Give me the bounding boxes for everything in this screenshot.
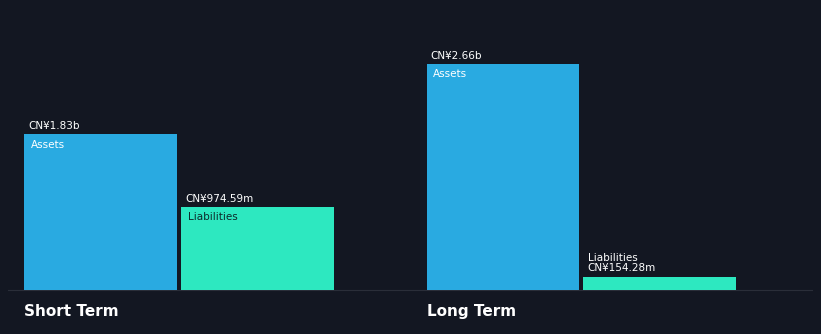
Bar: [25, 135, 177, 290]
Text: Short Term: Short Term: [25, 304, 119, 319]
Bar: [181, 207, 334, 290]
Text: Assets: Assets: [433, 69, 467, 79]
Text: Assets: Assets: [30, 140, 65, 150]
Text: Liabilities: Liabilities: [188, 212, 237, 222]
Text: CN¥974.59m: CN¥974.59m: [186, 194, 254, 204]
Text: Long Term: Long Term: [427, 304, 516, 319]
Text: CN¥2.66b: CN¥2.66b: [430, 51, 482, 61]
Text: CN¥1.83b: CN¥1.83b: [28, 121, 80, 131]
Bar: [584, 277, 736, 290]
Text: CN¥154.28m: CN¥154.28m: [588, 263, 656, 273]
Bar: [427, 64, 580, 290]
Text: Liabilities: Liabilities: [588, 253, 637, 263]
